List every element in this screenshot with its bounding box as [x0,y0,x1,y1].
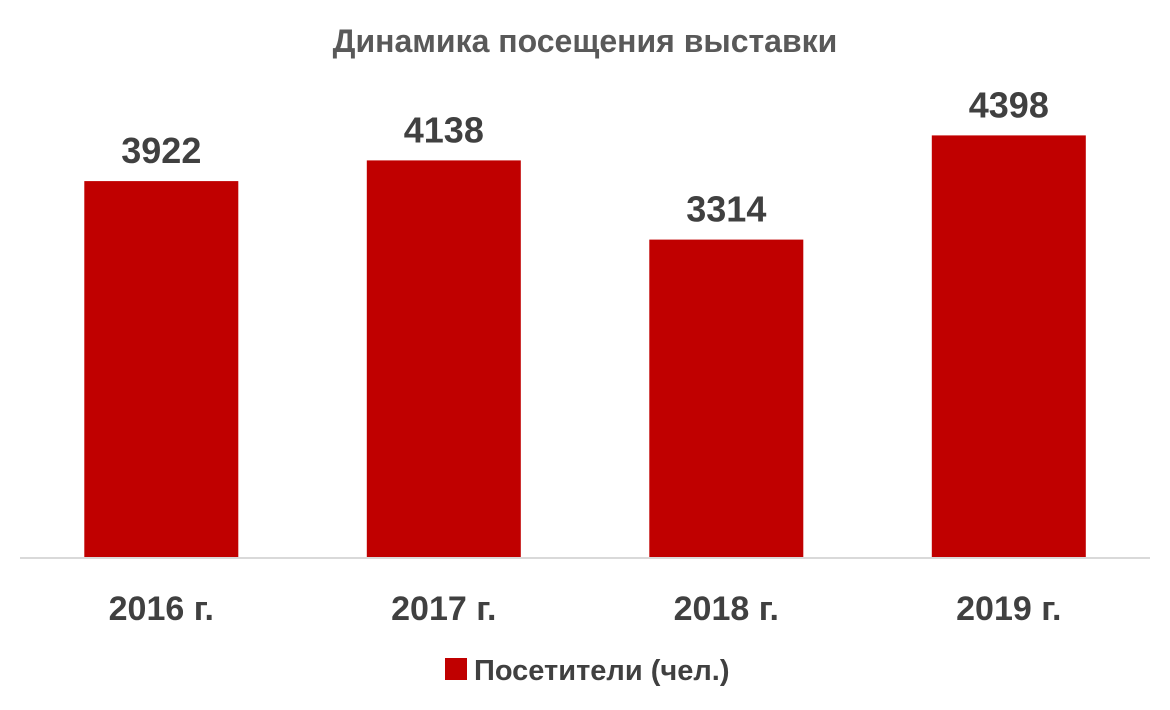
data-label-4: 4398 [969,84,1049,125]
category-label-1: 2016 г. [109,590,214,628]
data-label-2: 4138 [404,109,484,150]
data-label-1: 3922 [121,130,201,171]
bars-layer [84,135,1086,558]
legend-swatch [445,658,467,680]
bar-4 [931,135,1086,558]
category-label-4: 2019 г. [956,590,1061,628]
legend-label: Посетители (чел.) [474,655,729,687]
category-label-2: 2017 г. [391,590,496,628]
category-label-3: 2018 г. [674,590,779,628]
bar-3 [649,239,804,558]
bar-1 [84,181,239,558]
data-label-3: 3314 [686,189,766,230]
category-labels-layer: 2016 г. 2017 г. 2018 г. 2019 г. [109,590,1062,628]
legend: Посетители (чел.) [445,655,729,687]
chart-title: Динамика посещения выставки [333,23,838,59]
bar-2 [366,160,521,558]
value-labels-layer: 3922 4138 3314 4398 [121,84,1049,229]
